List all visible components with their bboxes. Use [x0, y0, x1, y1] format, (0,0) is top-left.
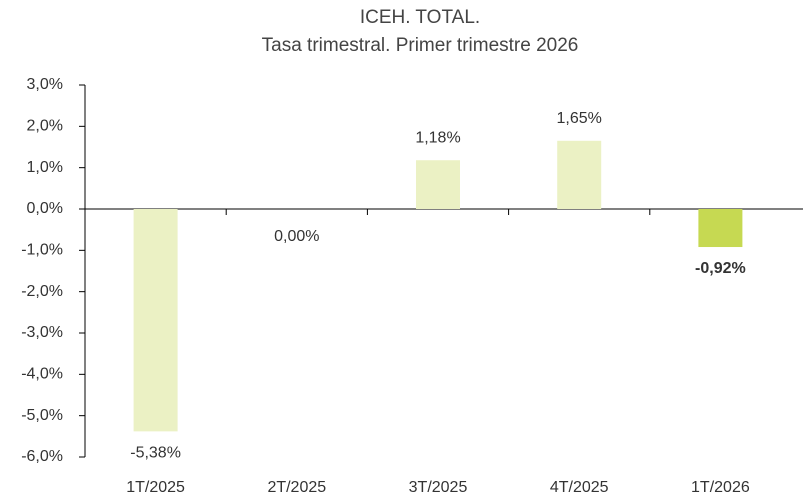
y-tick-label: -1,0% [21, 242, 63, 259]
y-tick-label: 2,0% [27, 118, 63, 135]
chart-subtitle: Tasa trimestral. Primer trimestre 2026 [262, 35, 579, 56]
value-label: 1,65% [557, 110, 602, 127]
value-label: 0,00% [274, 228, 319, 245]
bar [557, 140, 602, 209]
value-label: -0,92% [695, 260, 746, 277]
y-tick-label: -4,0% [21, 366, 63, 383]
bar [133, 209, 178, 432]
bar [698, 209, 743, 248]
value-label: 1,18% [415, 129, 460, 146]
y-tick-label: -3,0% [21, 324, 63, 341]
bar [416, 160, 460, 209]
chart-title: ICEH. TOTAL. [360, 7, 480, 28]
x-tick-label: 4T/2025 [550, 479, 609, 496]
x-tick-label: 2T/2025 [267, 479, 326, 496]
y-tick-label: 0,0% [27, 200, 63, 217]
y-tick-label: -6,0% [21, 448, 63, 465]
x-tick-label: 3T/2025 [409, 479, 468, 496]
y-tick-label: -5,0% [21, 407, 63, 424]
value-label: -5,38% [130, 445, 181, 462]
y-tick-label: -2,0% [21, 283, 63, 300]
x-tick-label: 1T/2025 [126, 479, 185, 496]
y-tick-label: 1,0% [27, 159, 63, 176]
x-tick-label: 1T/2026 [691, 479, 750, 496]
y-tick-label: 3,0% [27, 76, 63, 93]
